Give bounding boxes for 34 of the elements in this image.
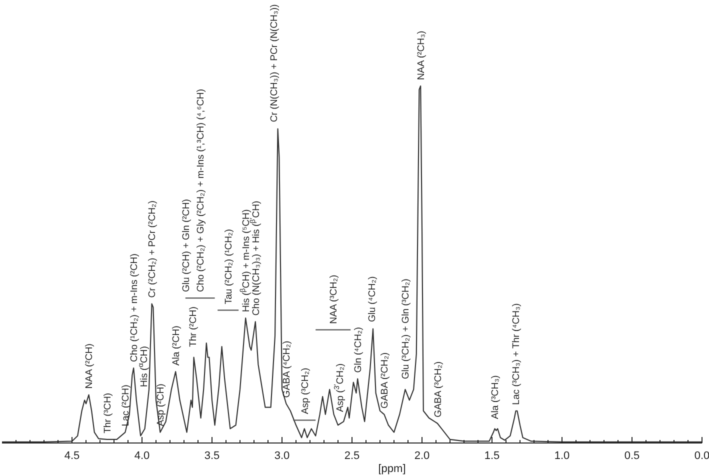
annotation: Glu (³CH₂) + Gln (³CH₂) (400, 278, 412, 380)
x-tick-label: 2.0 (414, 450, 430, 462)
annotation: Ala (³CH₃) (490, 375, 502, 420)
annotation: GABA (⁴CH₂) (282, 340, 293, 398)
annotation: NAA (³CH₂) (328, 274, 340, 324)
annotation: Cho (¹CH₂) + m-Ins (²CH) (128, 254, 140, 362)
x-tick-label: 4.5 (64, 450, 80, 462)
annotation: GABA (²CH₂) (380, 352, 391, 408)
x-tick-label: 1.0 (554, 450, 570, 462)
annotation: Glu (²CH) + Gln (²CH) (180, 199, 192, 292)
annotation: NAA (²CH₃) (416, 30, 427, 80)
x-axis-title: [ppm] (378, 463, 406, 475)
annotation: Thr (³CH) (102, 392, 114, 434)
x-tick-label: 0.5 (624, 450, 640, 462)
annotation: NAA (²CH) (84, 343, 96, 389)
annotation: Glu (⁴CH₂) (366, 276, 378, 322)
x-tick-label: 2.5 (344, 450, 360, 462)
x-tick-label: 0.0 (694, 450, 709, 462)
annotation: Cr (²CH₂) + PCr (²CH₂) (147, 200, 158, 298)
annotation: Tau (²CH₂) (¹CH₂) (223, 229, 234, 304)
annotation: Thr (²CH) (188, 306, 199, 348)
annotation: Cho (²CH₂) + Gly (²CH₂) + m-Ins (¹,³CH) (⁴,⁶CH) (195, 88, 206, 292)
annotation: Lac (³CH₃) + Thr (⁴CH₃) (511, 303, 522, 405)
x-tick-label: 4.0 (134, 450, 150, 462)
annotation: Cr (N(CH₃)) + PCr (N(CH₃)) (268, 4, 280, 122)
annotation: Gln (⁴CH₂) (352, 327, 364, 373)
annotation: GABA (³CH₂) (432, 361, 444, 418)
annotation: Asp (²CH) (156, 384, 167, 426)
annotation: Lac (²CH) (120, 384, 132, 426)
annotation: Ala (²CH) (170, 326, 182, 366)
x-tick-label: 3.5 (204, 450, 220, 462)
x-tick-label: 1.5 (484, 450, 500, 462)
x-tick-label: 3.0 (274, 450, 290, 462)
annotation: Asp (³CH₂) (300, 368, 311, 414)
